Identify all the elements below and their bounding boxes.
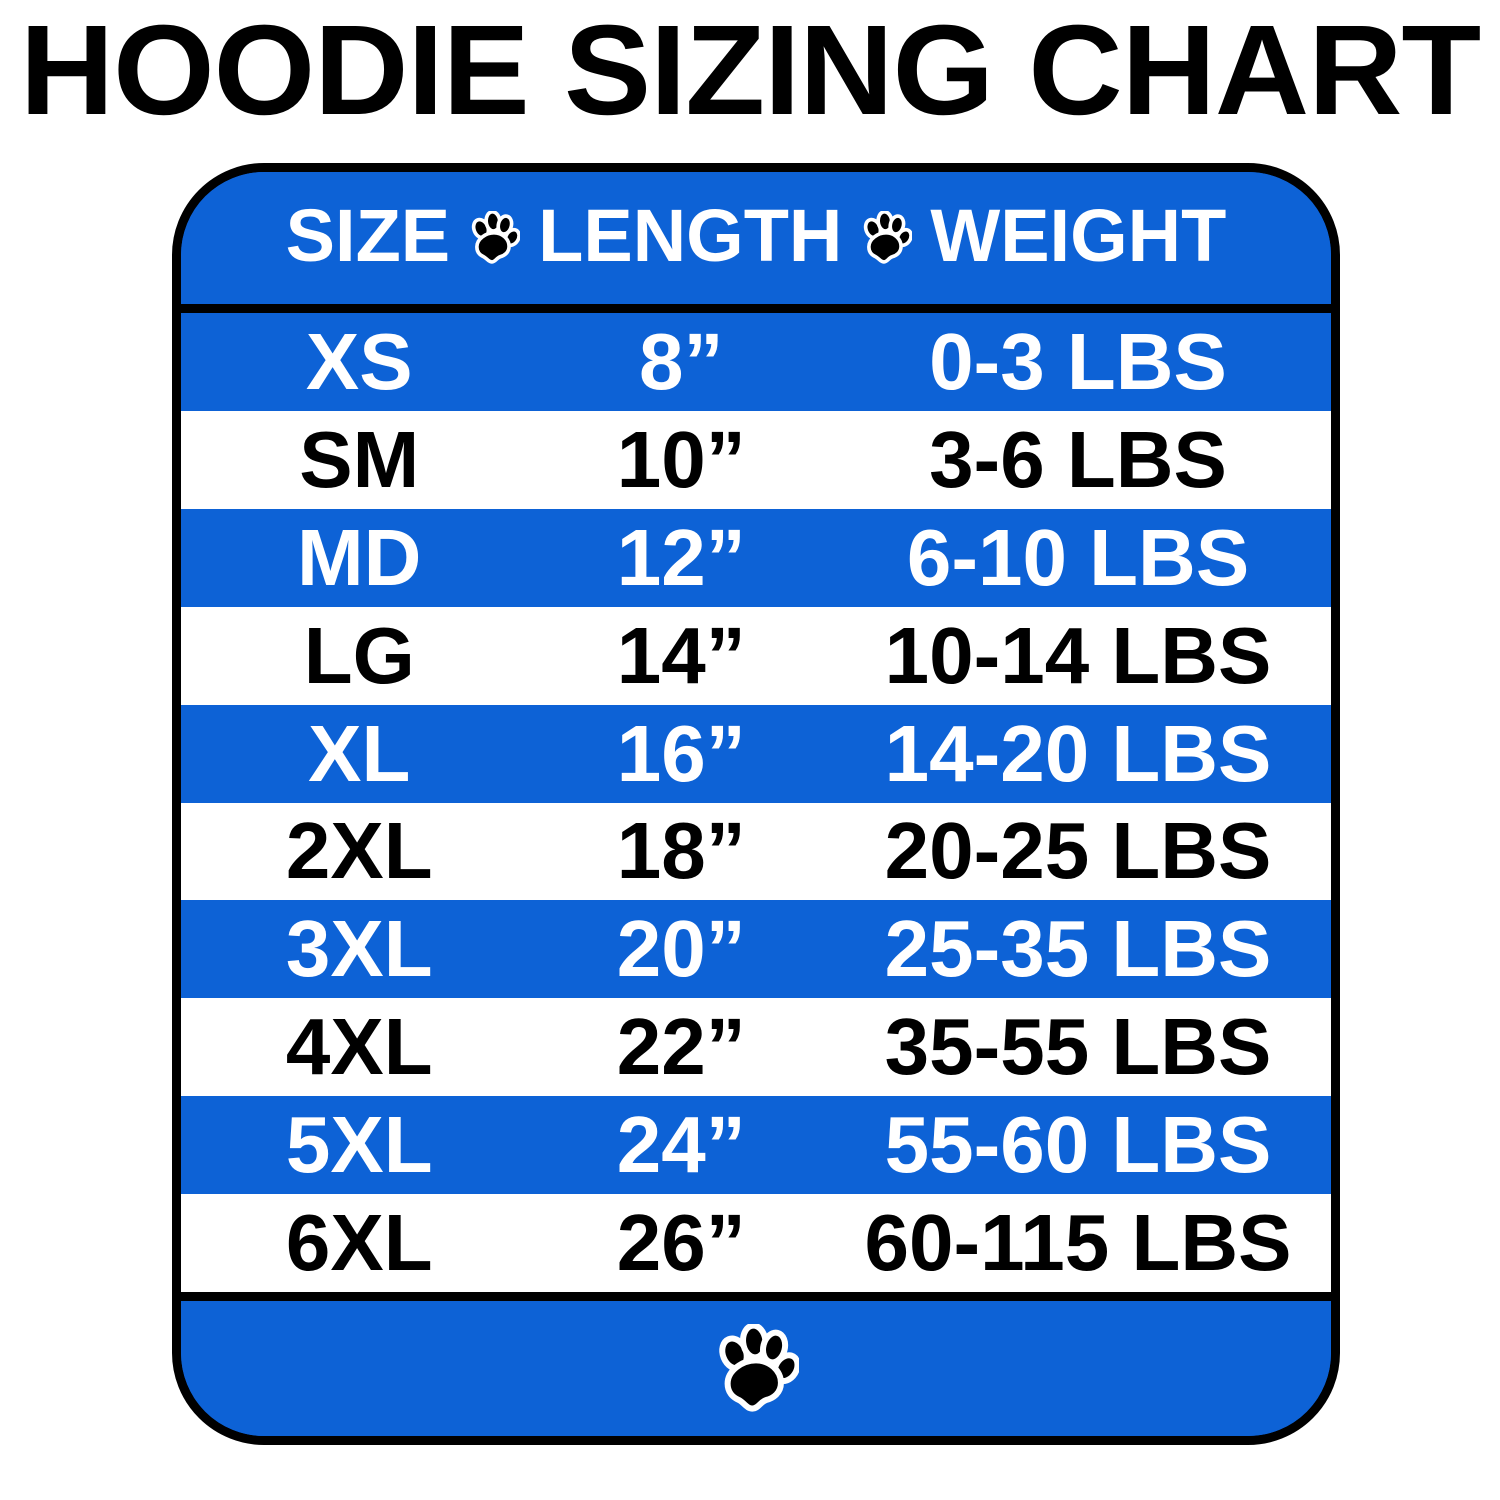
table-footer-row [181, 1292, 1331, 1436]
cell-size: 5XL [285, 1100, 433, 1190]
table-row: 3XL 20” 25-35 LBS [181, 900, 1331, 999]
cell-weight: 14-20 LBS [884, 708, 1272, 798]
paw-print-icon [713, 1322, 801, 1414]
cell-length: 16” [616, 708, 746, 798]
cell-length: 12” [616, 512, 746, 602]
table-row: 2XL 18” 20-25 LBS [181, 802, 1331, 901]
page-title: HOODIE SIZING CHART [19, 0, 1481, 142]
cell-weight: 55-60 LBS [884, 1100, 1272, 1190]
cell-size: MD [297, 512, 422, 602]
sizing-table-card: SIZE LENGTH [172, 163, 1340, 1445]
cell-size: SM [299, 414, 420, 504]
table-body: XS 8” 0-3 LBS SM 10” 3-6 LBS MD 12” 6-10 LBS LG 14… [181, 313, 1331, 1293]
cell-weight: 35-55 LBS [884, 1002, 1272, 1092]
cell-length: 24” [616, 1100, 746, 1190]
cell-size: 4XL [285, 1002, 433, 1092]
cell-size: 2XL [285, 806, 433, 896]
cell-weight: 10-14 LBS [884, 610, 1272, 700]
cell-size: 6XL [285, 1198, 433, 1288]
cell-weight: 0-3 LBS [929, 316, 1227, 406]
cell-weight: 6-10 LBS [906, 512, 1250, 602]
column-header-size: SIZE [285, 194, 451, 277]
table-row: SM 10” 3-6 LBS [181, 410, 1331, 509]
cell-length: 18” [616, 806, 746, 896]
cell-size: 3XL [285, 904, 433, 994]
cell-size: LG [303, 610, 415, 700]
cell-weight: 20-25 LBS [884, 806, 1272, 896]
cell-length: 22” [616, 1002, 746, 1092]
cell-weight: 60-115 LBS [864, 1198, 1292, 1288]
paw-print-icon [860, 209, 914, 265]
cell-size: XL [308, 708, 411, 798]
column-header-length: LENGTH [538, 194, 843, 277]
table-row: 4XL 22” 35-55 LBS [181, 998, 1331, 1097]
table-row: 5XL 24” 55-60 LBS [181, 1096, 1331, 1195]
column-header-weight: WEIGHT [930, 194, 1227, 277]
cell-length: 10” [616, 414, 746, 504]
cell-length: 20” [616, 904, 746, 994]
cell-weight: 3-6 LBS [929, 414, 1227, 504]
table-row: MD 12” 6-10 LBS [181, 508, 1331, 607]
table-row: XL 16” 14-20 LBS [181, 704, 1331, 803]
cell-length: 26” [616, 1198, 746, 1288]
paw-print-icon [468, 209, 522, 265]
cell-size: XS [305, 316, 413, 406]
table-row: 6XL 26” 60-115 LBS [181, 1194, 1331, 1293]
table-row: XS 8” 0-3 LBS [181, 313, 1331, 411]
cell-weight: 25-35 LBS [884, 904, 1272, 994]
cell-length: 14” [616, 610, 746, 700]
cell-length: 8” [639, 316, 724, 406]
table-header-row: SIZE LENGTH [181, 172, 1331, 313]
table-row: LG 14” 10-14 LBS [181, 606, 1331, 705]
